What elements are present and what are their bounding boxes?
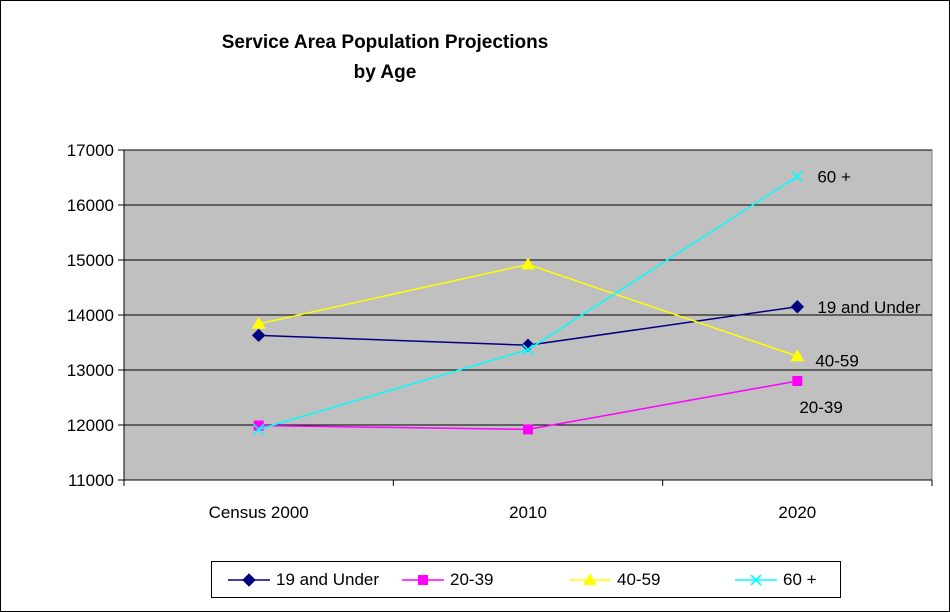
legend-marker [418, 574, 428, 585]
legend-marker [750, 573, 762, 586]
y-tick-label: 16000 [67, 196, 114, 215]
series-end-label: 40-59 [815, 351, 858, 370]
series-end-label: 60 + [817, 167, 851, 186]
data-point [791, 170, 803, 182]
legend-item: 20-39 [402, 562, 493, 597]
series-end-label: 20-39 [799, 398, 842, 417]
data-point [790, 300, 805, 314]
y-tick-label: 13000 [67, 361, 114, 380]
data-point [253, 420, 264, 431]
legend-item: 19 and Under [228, 562, 379, 597]
data-point [522, 344, 534, 356]
y-tick-label: 17000 [67, 141, 114, 160]
y-tick-label: 15000 [67, 251, 114, 270]
legend-swatch [735, 573, 777, 586]
data-point [523, 424, 533, 435]
y-tick-label: 11000 [68, 471, 114, 490]
y-tick-label: 14000 [67, 306, 114, 325]
legend-swatch [228, 572, 270, 587]
x-tick-label: Census 2000 [209, 503, 309, 522]
legend-swatch [569, 572, 611, 585]
series-end-label: 19 and Under [817, 298, 920, 317]
legend-item: 60 + [735, 562, 817, 597]
chart-legend: 19 and Under 20-39 40-59 60 + [211, 561, 841, 598]
legend-swatch [402, 574, 444, 585]
x-tick-label: 2020 [778, 503, 816, 522]
legend-label: 60 + [783, 569, 817, 589]
legend-marker [583, 572, 597, 585]
data-point [792, 376, 803, 386]
data-point [251, 316, 266, 329]
chart-title: Service Area Population Projections by A… [221, 32, 549, 83]
legend-label: 20-39 [450, 569, 494, 589]
data-point [253, 423, 265, 435]
legend-item: 40-59 [569, 562, 660, 597]
data-point [521, 257, 535, 270]
legend-label: 19 and Under [276, 569, 380, 589]
data-point [790, 349, 805, 362]
data-point [251, 328, 266, 343]
chart-plot: 11000 12000 13000 14000 15000 16000 17000 Censu… [67, 141, 933, 522]
x-tick-label: 2010 [509, 503, 547, 522]
legend-marker [242, 572, 256, 587]
y-tick-label: 12000 [67, 416, 114, 435]
legend-label: 40-59 [617, 569, 661, 589]
